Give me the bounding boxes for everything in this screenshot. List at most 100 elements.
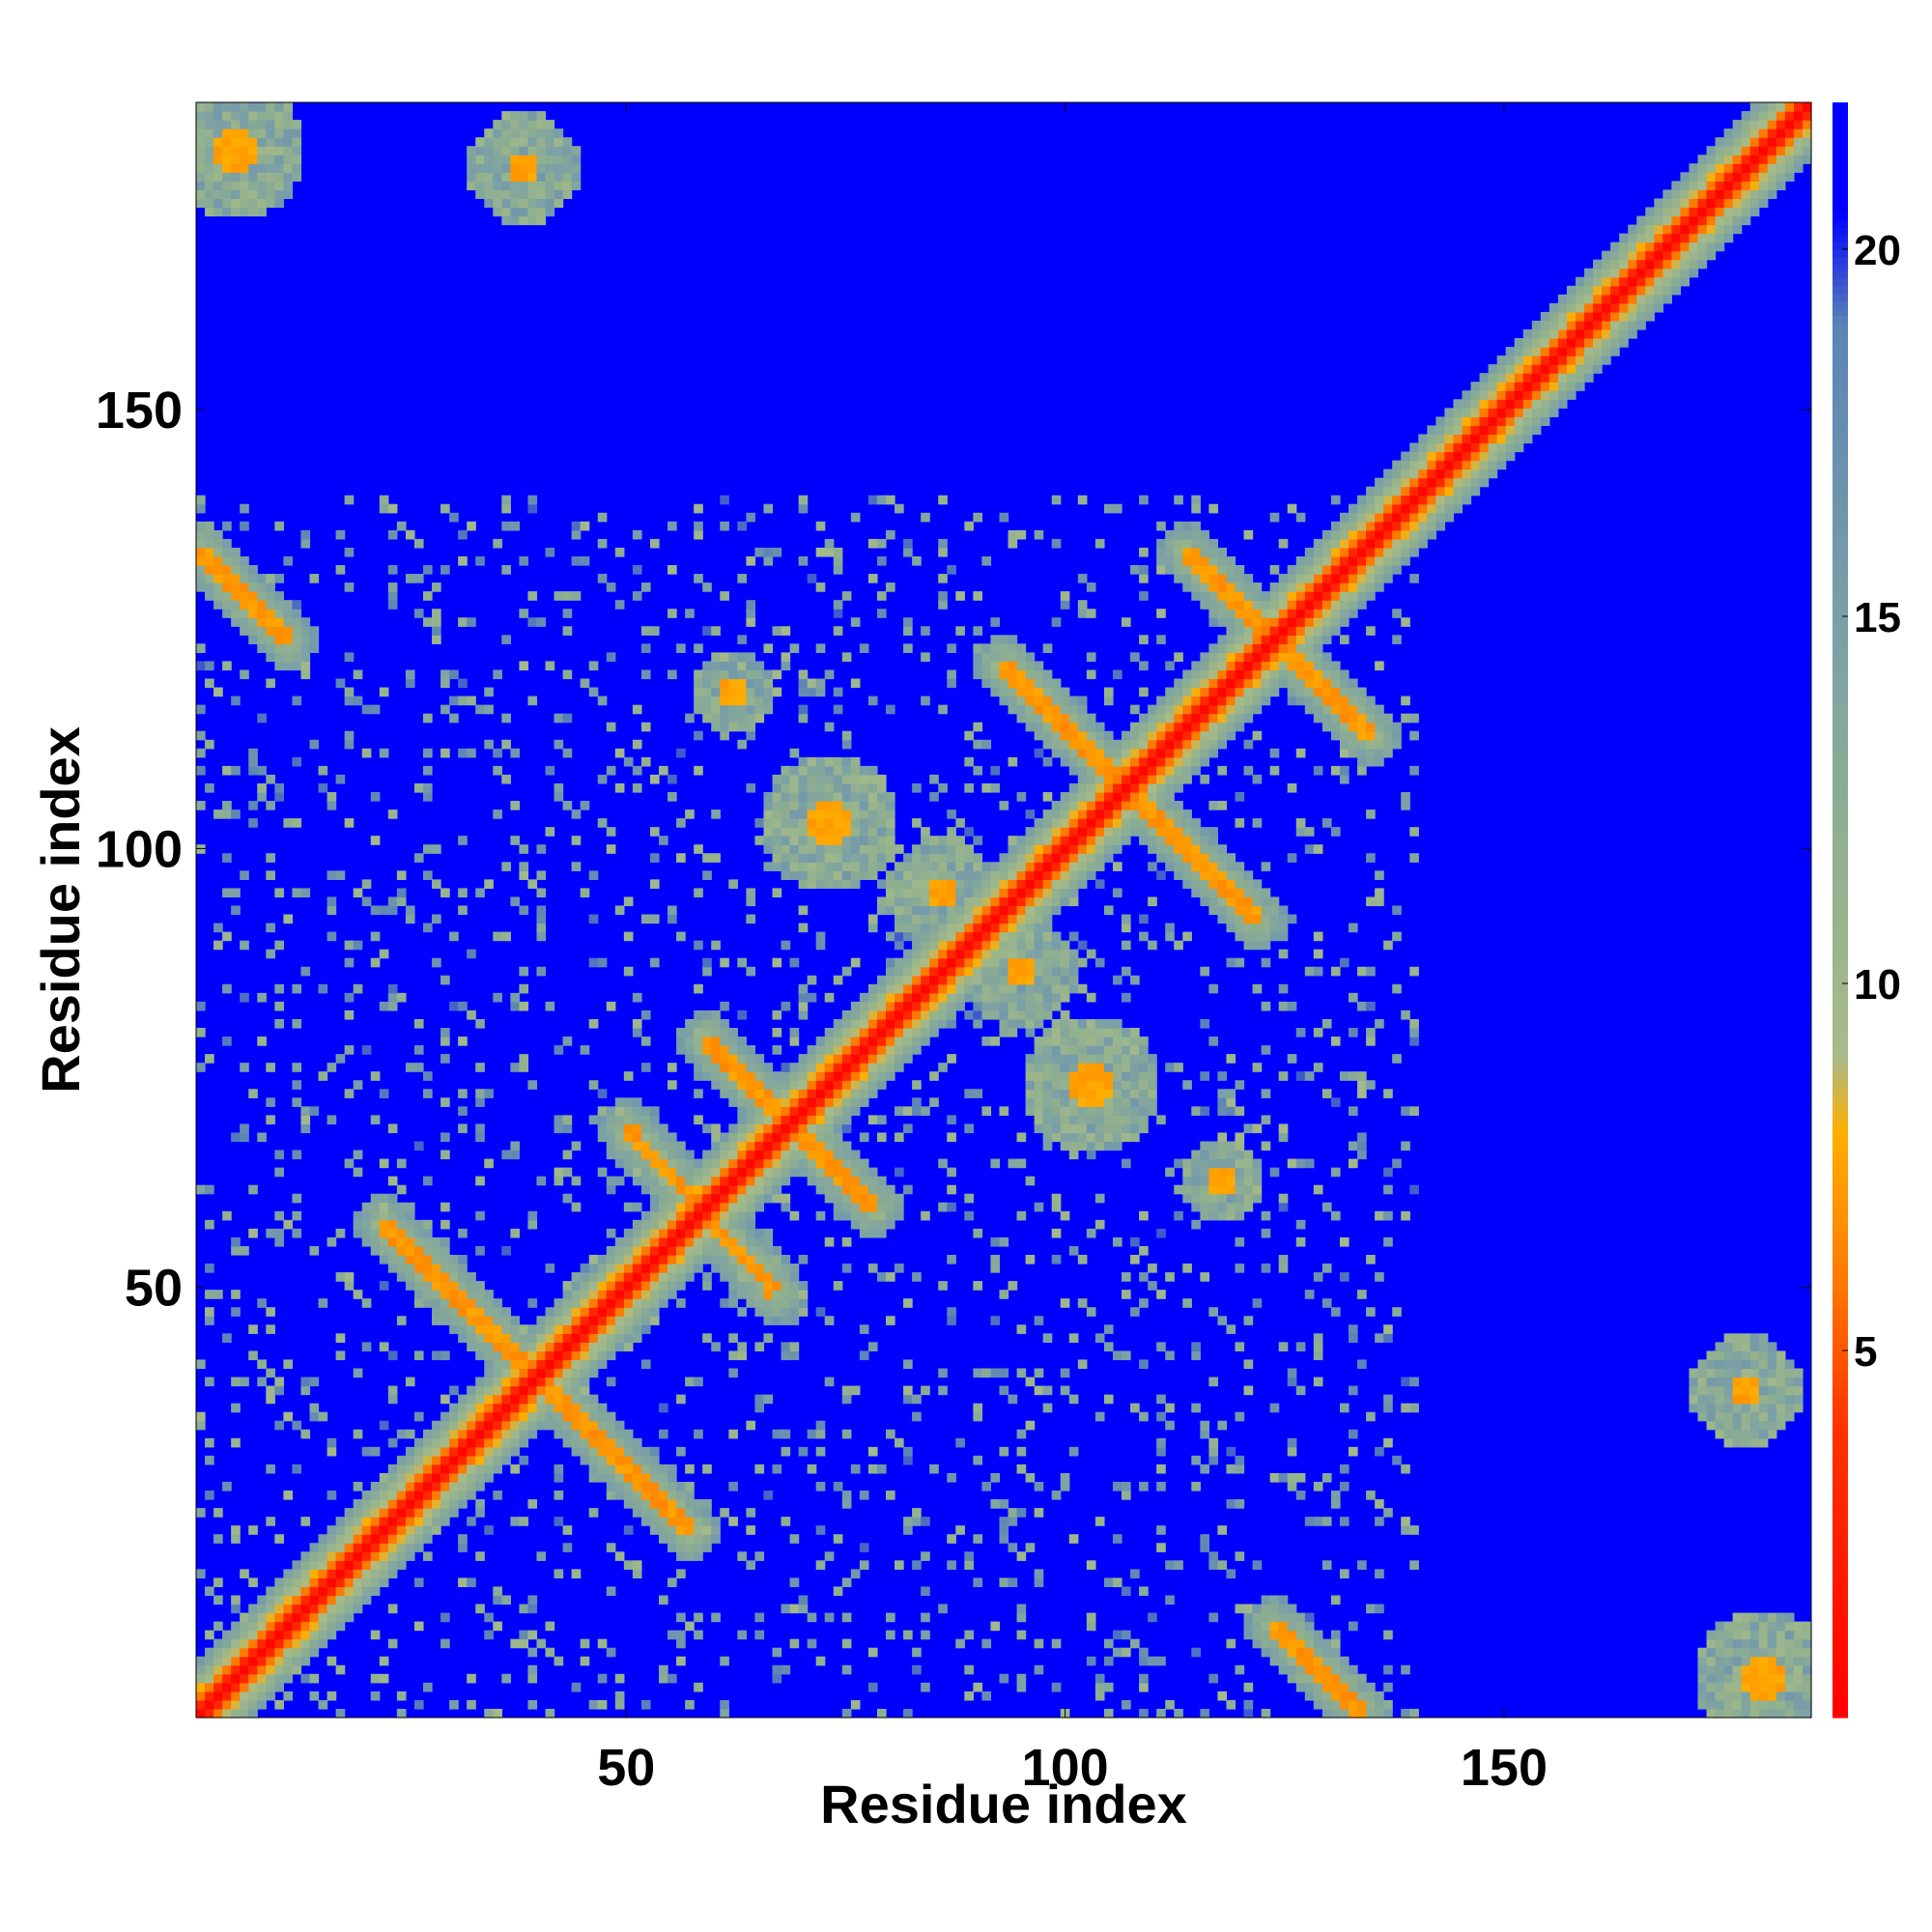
heatmap-cell xyxy=(737,696,747,706)
heatmap-cell xyxy=(1191,1184,1201,1195)
heatmap-cell xyxy=(588,687,599,697)
heatmap-cell xyxy=(921,1586,930,1597)
heatmap-cell xyxy=(1122,992,1131,1003)
heatmap-cell xyxy=(676,931,686,942)
heatmap-cell xyxy=(449,1264,459,1273)
heatmap-cell xyxy=(1008,905,1018,916)
heatmap-cell xyxy=(1217,635,1228,644)
heatmap-cell xyxy=(1191,574,1201,583)
heatmap-cell xyxy=(501,862,511,871)
heatmap-cell xyxy=(711,1219,721,1230)
heatmap-cell xyxy=(413,1517,424,1526)
heatmap-cell xyxy=(632,1446,642,1457)
heatmap-cell xyxy=(614,1097,625,1107)
heatmap-cell xyxy=(1156,1481,1166,1492)
heatmap-cell xyxy=(1112,801,1122,810)
heatmap-cell xyxy=(938,853,948,863)
heatmap-cell xyxy=(405,669,415,680)
heatmap-cell xyxy=(833,687,843,697)
heatmap-cell xyxy=(1060,591,1070,601)
heatmap-cell xyxy=(895,888,904,898)
heatmap-cell xyxy=(440,975,450,985)
heatmap-cell xyxy=(205,555,214,566)
heatmap-cell xyxy=(815,1158,826,1169)
heatmap-cell xyxy=(1042,818,1053,828)
heatmap-cell xyxy=(361,1586,372,1597)
heatmap-cell xyxy=(649,1316,660,1325)
heatmap-cell xyxy=(257,1699,267,1710)
heatmap-cell xyxy=(292,600,302,610)
heatmap-cell xyxy=(484,1612,494,1623)
heatmap-cell xyxy=(475,1290,485,1299)
heatmap-cell xyxy=(300,617,311,627)
heatmap-cell xyxy=(475,189,485,200)
heatmap-cell xyxy=(1094,1089,1105,1098)
heatmap-cell xyxy=(240,555,249,566)
heatmap-cell xyxy=(231,600,241,610)
heatmap-cell xyxy=(510,1463,520,1474)
heatmap-cell xyxy=(623,1290,634,1299)
heatmap-cell xyxy=(947,565,956,575)
heatmap-cell xyxy=(484,1394,494,1405)
heatmap-cell xyxy=(728,1193,738,1204)
heatmap-cell xyxy=(955,591,965,601)
heatmap-cell xyxy=(1156,1656,1166,1666)
heatmap-cell xyxy=(327,1115,337,1125)
heatmap-cell xyxy=(676,1394,686,1405)
heatmap-cell xyxy=(668,791,677,802)
heatmap-cell xyxy=(728,1132,738,1143)
heatmap-cell xyxy=(754,696,765,706)
heatmap-cell xyxy=(938,1202,948,1212)
heatmap-cell xyxy=(205,172,214,182)
heatmap-cell xyxy=(895,1106,904,1116)
heatmap-cell xyxy=(1148,748,1157,758)
heatmap-cell xyxy=(1130,748,1140,758)
heatmap-cell xyxy=(676,1028,686,1037)
heatmap-cell xyxy=(327,1525,337,1535)
heatmap-cell xyxy=(763,1089,774,1098)
heatmap-cell xyxy=(257,146,267,156)
heatmap-cell xyxy=(754,1612,765,1623)
heatmap-cell xyxy=(274,1001,284,1011)
heatmap-cell xyxy=(737,739,747,750)
heatmap-cell xyxy=(1086,748,1096,758)
heatmap-cell xyxy=(623,1437,634,1448)
heatmap-cell xyxy=(344,1604,355,1614)
heatmap-cell xyxy=(344,1577,355,1588)
heatmap-cell xyxy=(1034,879,1044,890)
heatmap-cell xyxy=(694,503,703,514)
heatmap-cell xyxy=(711,626,721,636)
heatmap-cell xyxy=(510,1001,520,1011)
heatmap-cell xyxy=(1235,1411,1245,1422)
heatmap-cell xyxy=(484,1359,494,1370)
heatmap-cell xyxy=(833,801,843,810)
heatmap-cell xyxy=(711,704,721,715)
heatmap-cell xyxy=(1068,1054,1079,1064)
heatmap-cell xyxy=(248,1673,258,1684)
heatmap-cell xyxy=(475,1455,485,1465)
heatmap-cell xyxy=(501,495,511,505)
heatmap-cell xyxy=(685,1228,695,1238)
heatmap-cell xyxy=(859,1054,869,1064)
heatmap-cell xyxy=(885,879,895,890)
heatmap-cell xyxy=(335,1595,346,1605)
heatmap-cell xyxy=(1226,1141,1236,1151)
heatmap-cell xyxy=(335,1664,346,1675)
heatmap-cell xyxy=(903,879,913,890)
heatmap-cell xyxy=(964,975,974,985)
heatmap-cell xyxy=(484,1298,494,1308)
heatmap-cell xyxy=(921,1018,930,1029)
heatmap-cell xyxy=(344,1508,355,1518)
heatmap-cell xyxy=(562,669,573,680)
heatmap-cell xyxy=(1008,669,1018,680)
heatmap-cell xyxy=(1139,1682,1149,1692)
heatmap-cell xyxy=(981,1037,992,1046)
heatmap-cell xyxy=(519,609,529,618)
heatmap-cell xyxy=(763,1290,774,1299)
heatmap-cell xyxy=(702,1272,712,1282)
heatmap-cell xyxy=(702,1333,712,1343)
heatmap-cell xyxy=(781,791,791,802)
heatmap-cell xyxy=(493,1307,502,1317)
heatmap-cell xyxy=(1086,1621,1096,1632)
heatmap-cell xyxy=(763,1167,774,1178)
